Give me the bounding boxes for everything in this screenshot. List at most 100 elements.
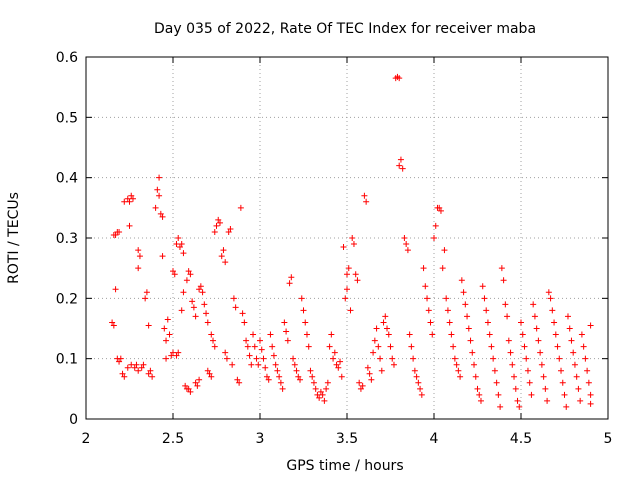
data-point xyxy=(340,244,347,251)
data-point xyxy=(561,391,568,398)
data-point xyxy=(192,313,199,320)
data-point xyxy=(263,373,270,380)
data-point xyxy=(255,361,262,368)
x-tick-label: 4 xyxy=(430,431,439,447)
data-point xyxy=(460,289,467,296)
data-point xyxy=(326,343,333,350)
data-point xyxy=(276,373,283,380)
data-point xyxy=(319,391,326,398)
data-point xyxy=(171,271,178,278)
data-point xyxy=(361,192,368,199)
data-point xyxy=(244,343,251,350)
data-point xyxy=(204,319,211,326)
data-point xyxy=(507,349,514,356)
data-point xyxy=(145,322,152,329)
data-point xyxy=(218,253,225,260)
data-point xyxy=(297,376,304,383)
data-point xyxy=(500,277,507,284)
data-point xyxy=(504,313,511,320)
data-point xyxy=(192,379,199,386)
x-axis-label: GPS time / hours xyxy=(286,458,403,474)
data-point xyxy=(262,364,269,371)
data-point xyxy=(225,228,232,235)
data-point xyxy=(370,349,377,356)
data-point xyxy=(385,331,392,338)
data-point xyxy=(344,271,350,278)
data-point xyxy=(582,355,589,362)
data-point xyxy=(573,373,580,380)
data-point xyxy=(455,367,462,374)
data-point xyxy=(180,289,187,296)
data-point xyxy=(436,204,443,211)
data-point xyxy=(511,373,518,380)
gridlines xyxy=(86,57,608,419)
data-point xyxy=(439,265,446,272)
data-point xyxy=(486,331,493,338)
data-point xyxy=(552,331,559,338)
data-point xyxy=(549,307,556,314)
data-point xyxy=(135,367,142,374)
data-point xyxy=(533,325,540,332)
data-point xyxy=(403,241,410,248)
data-point xyxy=(208,373,215,380)
data-point xyxy=(429,331,436,338)
data-point xyxy=(196,376,203,383)
data-point xyxy=(587,400,594,407)
data-point xyxy=(312,385,319,392)
data-point xyxy=(128,192,135,199)
data-point xyxy=(314,391,321,398)
data-point xyxy=(170,349,176,356)
data-point xyxy=(528,391,535,398)
data-point xyxy=(537,349,544,356)
data-point xyxy=(109,319,116,326)
data-point xyxy=(230,295,237,302)
data-point xyxy=(571,361,578,368)
data-point xyxy=(418,391,425,398)
data-point xyxy=(110,322,117,329)
data-point xyxy=(471,361,478,368)
data-point xyxy=(157,210,164,217)
data-point xyxy=(197,283,204,290)
data-point xyxy=(575,385,582,392)
data-point xyxy=(410,355,417,362)
data-point xyxy=(124,364,131,371)
data-point xyxy=(149,373,156,380)
data-point xyxy=(380,319,387,326)
data-point xyxy=(545,289,552,296)
data-point xyxy=(538,361,545,368)
data-point xyxy=(424,295,431,302)
data-point xyxy=(432,222,439,229)
data-point xyxy=(229,361,236,368)
data-point xyxy=(281,319,288,326)
data-point xyxy=(246,352,253,359)
data-point xyxy=(112,231,119,238)
data-point xyxy=(117,355,124,362)
data-point xyxy=(163,355,170,362)
data-point xyxy=(523,355,530,362)
data-point xyxy=(551,319,558,326)
data-point xyxy=(290,355,297,362)
data-point xyxy=(479,283,486,290)
y-tick-label: 0.2 xyxy=(56,291,78,307)
data-point xyxy=(427,319,434,326)
data-point xyxy=(303,331,310,338)
data-point xyxy=(216,219,223,226)
data-point xyxy=(267,331,274,338)
data-point xyxy=(396,75,403,82)
data-point xyxy=(288,274,295,281)
data-point xyxy=(154,186,161,193)
data-point xyxy=(389,355,396,362)
data-point xyxy=(505,337,512,344)
data-point xyxy=(215,216,222,223)
data-point xyxy=(357,385,364,392)
data-point xyxy=(431,235,437,241)
data-point xyxy=(512,385,519,392)
data-point xyxy=(295,373,302,380)
data-point xyxy=(182,382,189,389)
data-point xyxy=(257,337,263,344)
data-point xyxy=(330,355,337,362)
data-point xyxy=(185,385,192,392)
data-point xyxy=(298,295,305,302)
data-point xyxy=(222,349,229,356)
data-point xyxy=(568,337,575,344)
